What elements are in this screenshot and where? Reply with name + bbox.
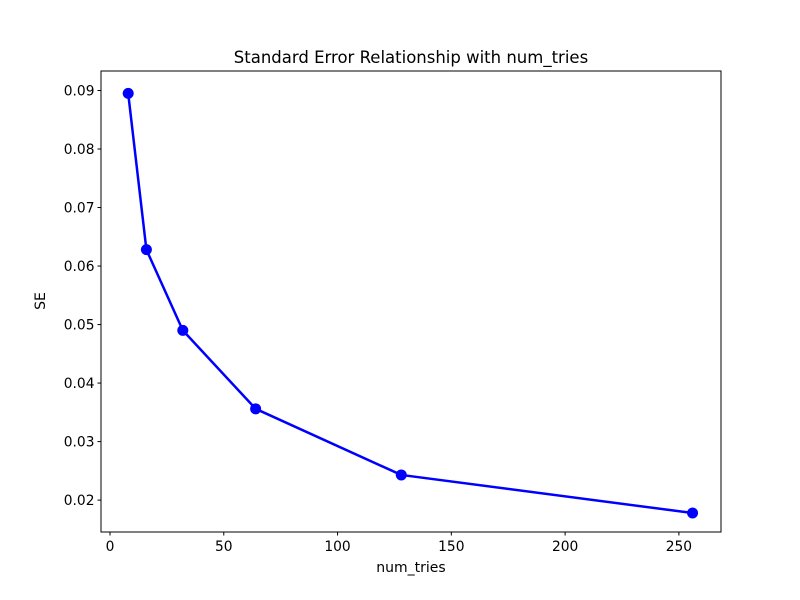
y-axis-label: SE bbox=[33, 292, 49, 310]
data-point-marker bbox=[687, 507, 699, 519]
x-tick-label: 150 bbox=[438, 539, 464, 555]
y-tick-label: 0.09 bbox=[64, 83, 95, 99]
data-point-marker bbox=[140, 244, 152, 256]
data-point-marker bbox=[177, 324, 189, 336]
chart-title: Standard Error Relationship with num_tri… bbox=[234, 48, 588, 68]
y-tick-label: 0.02 bbox=[64, 493, 95, 509]
x-tick-label: 50 bbox=[215, 539, 233, 555]
series-layer bbox=[122, 87, 699, 519]
y-tick-label: 0.06 bbox=[64, 259, 95, 275]
plot-area bbox=[101, 71, 721, 532]
data-point-marker bbox=[250, 403, 262, 415]
series-line bbox=[126, 92, 694, 515]
x-tick-label: 250 bbox=[666, 539, 692, 555]
data-point-marker bbox=[122, 87, 134, 99]
ticks-layer: 0 50 100 150 200 250 0.02 0.03 0.04 0.05 0.06 0.07 0… bbox=[64, 83, 692, 555]
y-tick-label: 0.04 bbox=[64, 376, 95, 392]
y-tick-label: 0.03 bbox=[64, 434, 95, 450]
data-point-marker bbox=[395, 469, 407, 481]
axes-spines bbox=[100, 70, 722, 533]
x-tick-label: 0 bbox=[106, 539, 115, 555]
y-tick-label: 0.07 bbox=[64, 200, 95, 216]
y-tick-label: 0.08 bbox=[64, 142, 95, 158]
x-axis-label: num_tries bbox=[376, 560, 445, 576]
x-tick-label: 100 bbox=[324, 539, 350, 555]
y-tick-label: 0.05 bbox=[64, 317, 95, 333]
x-tick-label: 200 bbox=[552, 539, 578, 555]
